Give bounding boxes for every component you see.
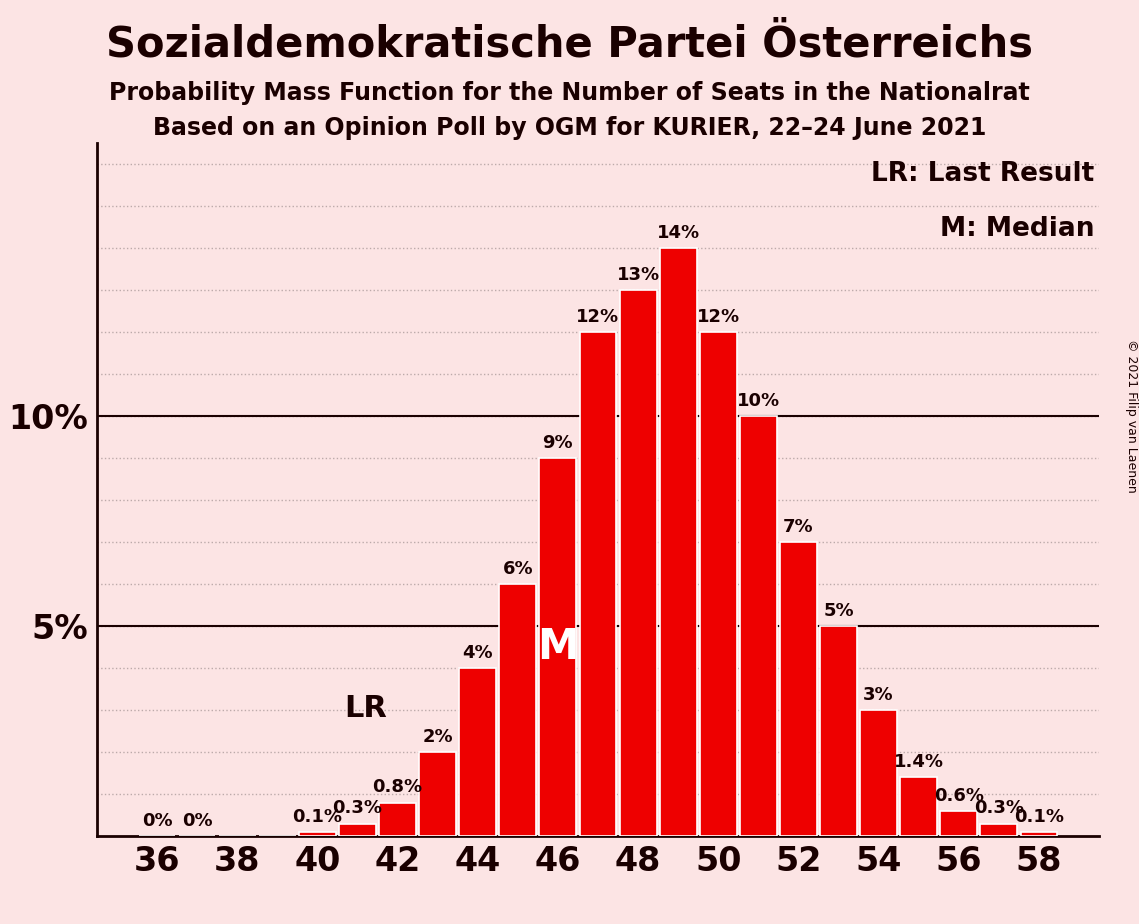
Text: M: M (538, 626, 579, 668)
Text: 3%: 3% (863, 686, 894, 704)
Text: 13%: 13% (616, 266, 659, 284)
Text: Sozialdemokratische Partei Österreichs: Sozialdemokratische Partei Österreichs (106, 23, 1033, 65)
Bar (860, 711, 898, 836)
Text: 6%: 6% (502, 560, 533, 578)
Text: 0.8%: 0.8% (372, 778, 423, 796)
Bar (298, 832, 336, 836)
Bar (900, 777, 937, 836)
Text: 4%: 4% (462, 644, 493, 662)
Bar (699, 333, 737, 836)
Bar (620, 290, 656, 836)
Bar (981, 823, 1017, 836)
Text: LR: Last Result: LR: Last Result (871, 161, 1095, 187)
Text: M: Median: M: Median (940, 216, 1095, 242)
Bar (580, 333, 616, 836)
Bar (499, 584, 536, 836)
Text: 5%: 5% (823, 602, 854, 620)
Text: © 2021 Filip van Laenen: © 2021 Filip van Laenen (1124, 339, 1138, 492)
Text: Based on an Opinion Poll by OGM for KURIER, 22–24 June 2021: Based on an Opinion Poll by OGM for KURI… (153, 116, 986, 140)
Text: 0%: 0% (141, 812, 172, 830)
Text: 0.1%: 0.1% (293, 808, 343, 826)
Bar (780, 542, 817, 836)
Text: 0.3%: 0.3% (974, 799, 1024, 818)
Text: 2%: 2% (423, 728, 453, 746)
Text: 14%: 14% (656, 224, 699, 242)
Bar (339, 823, 376, 836)
Text: 0%: 0% (182, 812, 212, 830)
Text: 10%: 10% (737, 392, 780, 410)
Bar (459, 668, 497, 836)
Text: 0.6%: 0.6% (934, 786, 984, 805)
Bar (419, 752, 456, 836)
Bar (820, 626, 857, 836)
Text: 1.4%: 1.4% (894, 753, 944, 772)
Text: 0.3%: 0.3% (333, 799, 383, 818)
Text: 7%: 7% (784, 518, 813, 536)
Bar (1021, 832, 1057, 836)
Bar (659, 249, 697, 836)
Bar (379, 803, 416, 836)
Bar (740, 416, 777, 836)
Bar (941, 811, 977, 836)
Text: 9%: 9% (542, 434, 573, 452)
Bar (540, 458, 576, 836)
Text: Probability Mass Function for the Number of Seats in the Nationalrat: Probability Mass Function for the Number… (109, 81, 1030, 105)
Text: 0.1%: 0.1% (1014, 808, 1064, 826)
Text: 12%: 12% (576, 308, 620, 326)
Text: LR: LR (344, 694, 387, 723)
Text: 12%: 12% (697, 308, 740, 326)
